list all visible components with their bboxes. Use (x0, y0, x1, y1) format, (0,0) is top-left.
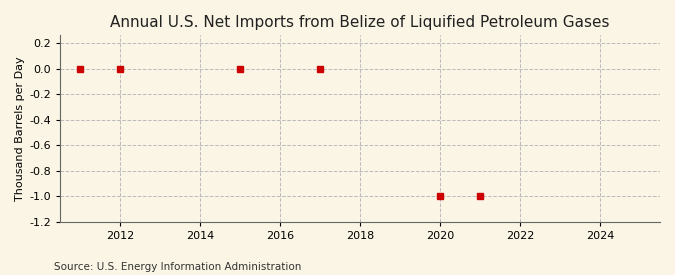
Y-axis label: Thousand Barrels per Day: Thousand Barrels per Day (15, 56, 25, 201)
Text: Source: U.S. Energy Information Administration: Source: U.S. Energy Information Administ… (54, 262, 301, 272)
Title: Annual U.S. Net Imports from Belize of Liquified Petroleum Gases: Annual U.S. Net Imports from Belize of L… (110, 15, 610, 30)
